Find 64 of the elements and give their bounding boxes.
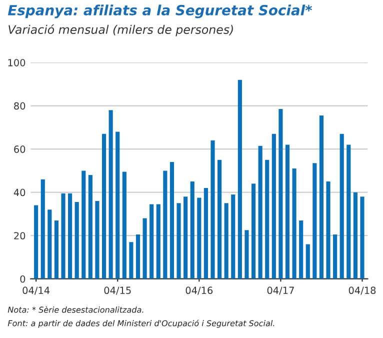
chart-title: Espanya: afiliats a la Seguretat Social* <box>8 4 312 18</box>
bar <box>190 182 194 279</box>
bar <box>278 109 283 279</box>
bar <box>197 198 202 279</box>
bar <box>88 175 92 279</box>
bar <box>176 203 181 279</box>
text: Nota: * Sèrie desestacionalitzada. <box>8 306 144 313</box>
bar <box>54 220 58 279</box>
y-tick-label: 100 <box>8 59 26 66</box>
bar <box>326 182 330 279</box>
chart-subtitle: Variació mensual (milers de persones) <box>8 24 233 36</box>
bar <box>108 110 113 279</box>
bar <box>163 170 168 279</box>
bar <box>68 193 72 279</box>
y-tick-label: 40 <box>14 188 26 196</box>
bar <box>136 234 140 279</box>
bar <box>150 204 154 279</box>
x-tick-label: 04/15 <box>104 286 131 295</box>
bar <box>272 134 276 279</box>
bar <box>170 162 174 279</box>
bar <box>95 200 100 279</box>
y-tick-label: 0 <box>20 275 26 283</box>
bar <box>142 218 147 279</box>
bar <box>251 184 256 279</box>
y-tick-label: 80 <box>14 102 26 110</box>
bar <box>319 116 324 279</box>
bar <box>231 194 236 279</box>
bar <box>61 193 66 279</box>
bar <box>333 234 338 279</box>
bar <box>156 204 160 279</box>
bar <box>346 144 351 279</box>
bar <box>258 146 262 279</box>
y-tick-label: 60 <box>14 146 26 153</box>
bar <box>122 172 126 279</box>
bar <box>218 160 222 279</box>
bar <box>299 220 304 279</box>
bar <box>360 196 364 279</box>
bar <box>285 144 290 279</box>
x-tick-label: 04/16 <box>186 286 213 295</box>
bar <box>224 203 228 279</box>
bar <box>292 168 296 279</box>
bar <box>184 196 188 279</box>
bar <box>244 230 249 279</box>
x-tick-label: 04/14 <box>22 286 50 295</box>
bar <box>353 192 358 279</box>
bar <box>40 179 45 279</box>
bar <box>129 242 134 279</box>
x-tick-label: 04/18 <box>348 286 376 295</box>
y-tick-label: 20 <box>14 232 26 240</box>
bar <box>306 244 310 279</box>
bar <box>74 202 79 279</box>
bar <box>102 134 106 279</box>
bar <box>82 170 86 279</box>
bar <box>116 132 120 279</box>
bar <box>210 140 215 279</box>
bar <box>34 205 38 279</box>
bar <box>312 163 317 279</box>
bar <box>340 134 344 279</box>
bar <box>48 210 52 279</box>
bar <box>238 80 242 279</box>
bar <box>204 188 208 279</box>
text: Font: a partir de dades del Ministeri d'Ocupació i Seguretat Social. <box>8 320 274 328</box>
x-tick-label: 04/17 <box>267 286 294 295</box>
bar <box>265 160 270 279</box>
